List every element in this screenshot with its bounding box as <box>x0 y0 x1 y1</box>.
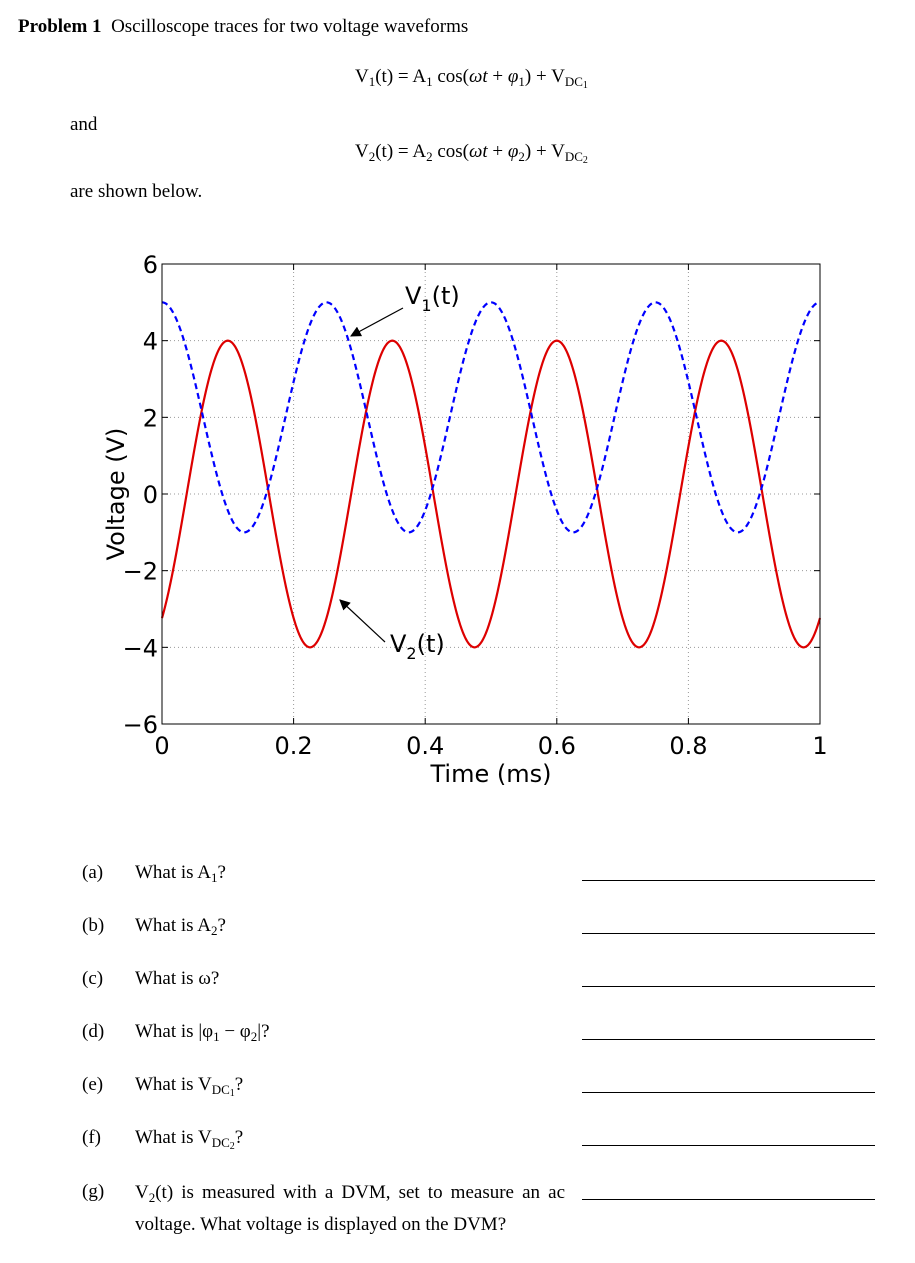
tick-marks <box>161 263 821 725</box>
arrow-v2 <box>339 599 386 643</box>
answer-line-g[interactable] <box>582 1199 875 1200</box>
x-tick-label: 0.8 <box>669 732 707 760</box>
answer-line-c[interactable] <box>582 986 875 987</box>
arrow-v1 <box>350 307 404 337</box>
series-label-v2: V2(t) <box>390 630 445 663</box>
y-tick-label: 2 <box>143 404 158 432</box>
equation-v1: V1(t) = A1 cos(ωt + φ1) + VDC1 <box>355 66 588 91</box>
x-tick-label: 0.4 <box>406 732 444 760</box>
answer-line-e[interactable] <box>582 1092 875 1093</box>
and-text: and <box>70 114 98 135</box>
x-axis-label: Time (ms) <box>430 760 552 788</box>
tick-labels: 0 0.2 0.4 0.6 0.8 1 6 4 2 0 −2 −4 −6 <box>123 251 828 760</box>
y-axis-label: Voltage (V) <box>102 428 130 561</box>
y-tick-label: 6 <box>143 251 158 279</box>
problem-intro: Oscilloscope traces for two voltage wave… <box>111 16 469 37</box>
answer-line-d[interactable] <box>582 1039 875 1040</box>
y-tick-label: −2 <box>123 558 158 586</box>
problem-heading: Problem 1 Oscilloscope traces for two vo… <box>18 16 468 38</box>
x-tick-label: 0.6 <box>538 732 576 760</box>
y-tick-label: −6 <box>123 711 158 739</box>
series-v2-line <box>160 339 822 649</box>
problem-label: Problem 1 <box>18 16 102 37</box>
oscilloscope-chart: 0 0.2 0.4 0.6 0.8 1 6 4 2 0 −2 −4 −6 Time (ms) Volta… <box>102 251 828 788</box>
y-tick-label: −4 <box>123 634 158 662</box>
x-tick-label: 0 <box>154 732 169 760</box>
series-layer <box>160 301 822 649</box>
x-tick-label: 1 <box>812 732 827 760</box>
answer-line-f[interactable] <box>582 1145 875 1146</box>
answer-line-a[interactable] <box>582 880 875 881</box>
grid-lines <box>162 264 820 724</box>
shown-below-text: are shown below. <box>70 181 203 202</box>
x-tick-label: 0.2 <box>275 732 313 760</box>
y-tick-label: 0 <box>143 481 158 509</box>
series-v1-line <box>161 301 821 534</box>
series-label-v1: V1(t) <box>405 282 460 315</box>
equation-v2: V2(t) = A2 cos(ωt + φ2) + VDC2 <box>355 141 588 166</box>
y-tick-label: 4 <box>143 328 158 356</box>
answer-line-b[interactable] <box>582 933 875 934</box>
annotations: V1(t) V2(t) <box>339 282 460 663</box>
